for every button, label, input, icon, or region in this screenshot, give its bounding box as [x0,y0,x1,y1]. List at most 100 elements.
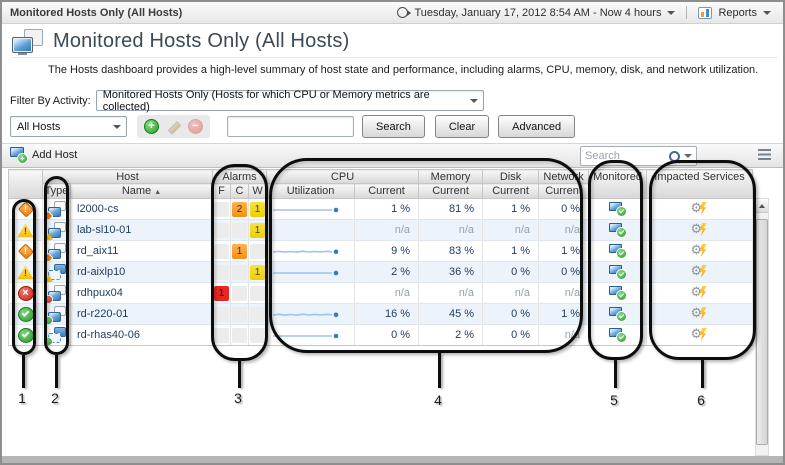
cpu-current-value: 2 % [354,261,420,283]
host-badge-warning-icon [45,233,53,240]
edit-scope-icon[interactable] [166,119,181,134]
critical-alarm-cell[interactable]: 1 [230,240,249,262]
impacted-services-icon: ⚙ [691,222,709,237]
impacted-services-cell[interactable]: ⚙ [646,282,754,304]
cpu-utilization-sparkline[interactable] [266,240,356,262]
monitored-icon [609,286,627,300]
impacted-services-cell[interactable]: ⚙ [646,303,754,325]
table-options-icon[interactable] [758,149,771,160]
monitored-cell[interactable] [588,198,648,220]
host-badge-warning-icon [45,275,53,282]
column-header-memory-current[interactable]: Current [418,183,484,199]
column-header-host[interactable]: Host [42,169,213,184]
host-name-cell[interactable]: l2000-cs [70,198,213,220]
critical-alarm-count [232,327,247,343]
host-type-cell [42,240,71,262]
chevron-down-icon[interactable] [667,10,676,15]
warning-alarm-count: 1 [250,201,266,217]
callout-oval-monitored [588,160,643,360]
critical-alarm-cell [230,219,249,241]
clear-button[interactable]: Clear [434,115,490,138]
critical-alarm-count: 1 [232,243,247,259]
impacted-services-cell[interactable]: ⚙ [646,261,754,283]
add-host-button[interactable]: + Add Host [10,147,77,163]
callout-label-4: 4 [434,392,442,408]
add-scope-icon[interactable]: + [144,119,159,134]
warning-alarm-cell[interactable]: 1 [248,219,268,241]
critical-alarm-count [232,285,247,301]
chevron-down-icon[interactable] [763,10,771,15]
chevron-down-icon[interactable] [684,154,692,158]
disk-current-value: n/a [482,282,540,304]
host-type-cell [42,261,71,283]
callout-label-1: 1 [18,390,26,406]
monitored-cell[interactable] [588,261,648,283]
cpu-current-value: 0 % [354,324,420,346]
column-header-disk[interactable]: Disk [482,169,540,184]
warning-alarm-cell[interactable]: 1 [248,198,268,220]
impacted-services-icon: ⚙ [691,327,709,342]
filter-input[interactable] [227,116,354,137]
fatal-alarm-cell[interactable]: 1 [212,282,231,304]
monitored-icon [609,202,627,216]
impacted-services-cell[interactable]: ⚙ [646,240,754,262]
host-name-cell[interactable]: rd-rhas40-06 [70,324,213,346]
table-row[interactable]: × rdhpux04 1 n/a n/a n/a n/a ⚙ [8,282,754,304]
delete-scope-icon[interactable]: − [188,119,203,134]
scroll-up-button[interactable] [756,199,768,213]
host-type-cell [42,324,71,346]
monitored-cell[interactable] [588,219,648,241]
host-name-cell[interactable]: rd_aix11 [70,240,213,262]
impacted-services-icon: ⚙ [691,243,709,258]
window-bottom-edge [2,456,783,463]
page-title: Monitored Hosts Only (All Hosts) [53,30,350,52]
monitored-cell[interactable] [588,282,648,304]
filter-by-activity-select[interactable]: Monitored Hosts Only (Hosts for which CP… [95,89,484,113]
table-row[interactable]: ! rd-aixlp10 1 2 % 36 % 0 % 0 % ⚙ [8,261,754,283]
cpu-utilization-sparkline[interactable] [266,198,356,220]
column-header-disk-current[interactable]: Current [482,183,540,199]
table-row[interactable]: ! lab-sl10-01 1 n/a n/a n/a n/a ⚙ [8,219,754,241]
disk-current-value: 1 % [482,198,540,220]
critical-alarm-count [232,222,247,238]
column-header-cpu-current[interactable]: Current [354,183,420,199]
host-name-cell[interactable]: rd-aixlp10 [70,261,213,283]
host-badge-normal-icon [45,317,52,324]
time-range-selector[interactable]: Tuesday, January 17, 2012 8:54 AM - Now … [414,6,662,19]
cpu-current-value: n/a [354,219,420,241]
warning-alarm-cell [248,240,268,262]
host-name-cell[interactable]: rd-r220-01 [70,303,213,325]
host-table-body: ! l2000-cs 2 1 1 % 81 % 1 % 0 % ⚙! lab-sl10-01 1 n/… [8,198,754,346]
search-button[interactable]: Search [362,115,425,138]
host-type-cell [42,198,71,220]
impacted-services-cell[interactable]: ⚙ [646,219,754,241]
reports-menu[interactable]: Reports [718,6,757,19]
advanced-button[interactable]: Advanced [498,115,576,138]
scrollbar-thumb[interactable] [756,219,768,445]
critical-alarm-cell [230,324,249,346]
disk-current-value: 1 % [482,240,540,262]
host-scope-select[interactable]: All Hosts [10,116,127,137]
warning-alarm-cell[interactable]: 1 [248,261,268,283]
host-badge-fatal-icon [45,296,52,303]
scope-actions-panel: + − [137,115,210,138]
monitored-cell[interactable] [588,240,648,262]
memory-current-value: 36 % [418,261,484,283]
table-row[interactable]: rd-r220-01 16 % 45 % 0 % 1 % ⚙ [8,303,754,325]
host-type-cell [42,282,71,304]
filter-by-activity-row: Filter By Activity: Monitored Hosts Only… [10,89,484,113]
cpu-utilization-sparkline[interactable] [266,219,356,241]
critical-alarm-cell[interactable]: 2 [230,198,249,220]
cpu-utilization-sparkline[interactable] [266,261,356,283]
table-row[interactable]: ! rd_aix11 1 9 % 83 % 1 % 1 % ⚙ [8,240,754,262]
sort-ascending-icon: ▲ [154,189,162,196]
cpu-utilization-sparkline[interactable] [266,282,356,304]
host-name-cell[interactable]: rdhpux04 [70,282,213,304]
breadcrumb[interactable]: Monitored Hosts Only (All Hosts) [10,6,183,19]
impacted-services-cell[interactable]: ⚙ [646,198,754,220]
table-search-input[interactable] [585,150,668,162]
host-name-cell[interactable]: lab-sl10-01 [70,219,213,241]
monitored-cell[interactable] [588,303,648,325]
vertical-scrollbar[interactable] [755,198,769,456]
column-header-name[interactable]: Name ▲ [70,183,213,199]
